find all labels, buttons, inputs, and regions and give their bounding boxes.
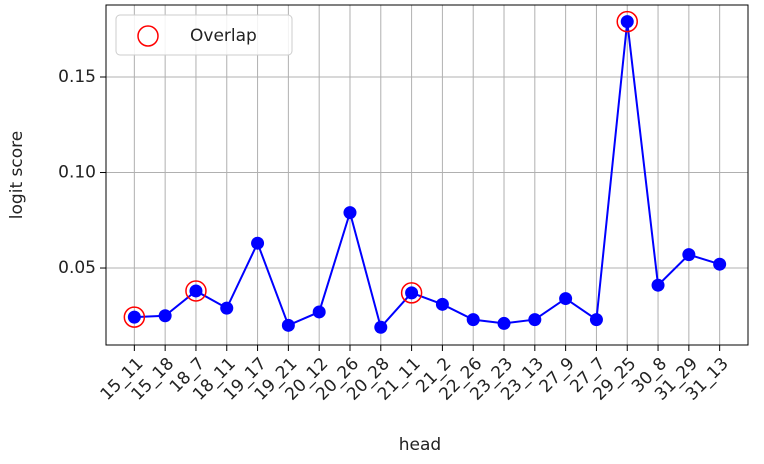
data-point xyxy=(651,278,665,292)
overlap-marker xyxy=(123,306,146,328)
data-point xyxy=(589,313,603,327)
data-point xyxy=(405,286,419,300)
y-tick-label: 0.05 xyxy=(58,258,96,278)
data-point xyxy=(251,236,265,250)
data-point xyxy=(158,309,172,323)
data-point xyxy=(312,305,326,319)
data-point xyxy=(466,313,480,327)
y-tick-label: 0.10 xyxy=(58,163,96,183)
data-point xyxy=(374,320,388,334)
data-point xyxy=(682,248,696,262)
data-point xyxy=(127,310,141,324)
overlap-marker xyxy=(400,282,423,304)
x-tick-label: 27_9 xyxy=(536,354,579,397)
data-point xyxy=(528,313,542,327)
legend-marker xyxy=(137,25,159,47)
data-point xyxy=(497,316,511,330)
overlap-marker xyxy=(616,10,638,33)
legend-label: Overlap xyxy=(190,26,257,46)
data-point xyxy=(620,15,634,29)
legend: Overlap xyxy=(115,14,293,56)
data-point xyxy=(559,292,573,306)
data-point xyxy=(220,301,234,315)
data-point xyxy=(189,284,203,298)
plot-frame xyxy=(105,4,749,346)
x-axis-label: head xyxy=(399,435,441,455)
legend-box xyxy=(115,14,293,56)
data-point xyxy=(343,206,357,220)
data-point xyxy=(281,318,295,332)
data-point xyxy=(713,257,727,271)
series-line xyxy=(134,21,720,330)
data-point xyxy=(435,297,449,311)
y-axis-label: logit score xyxy=(7,131,27,219)
y-tick-label: 0.15 xyxy=(58,67,96,87)
overlap-marker xyxy=(185,280,207,302)
